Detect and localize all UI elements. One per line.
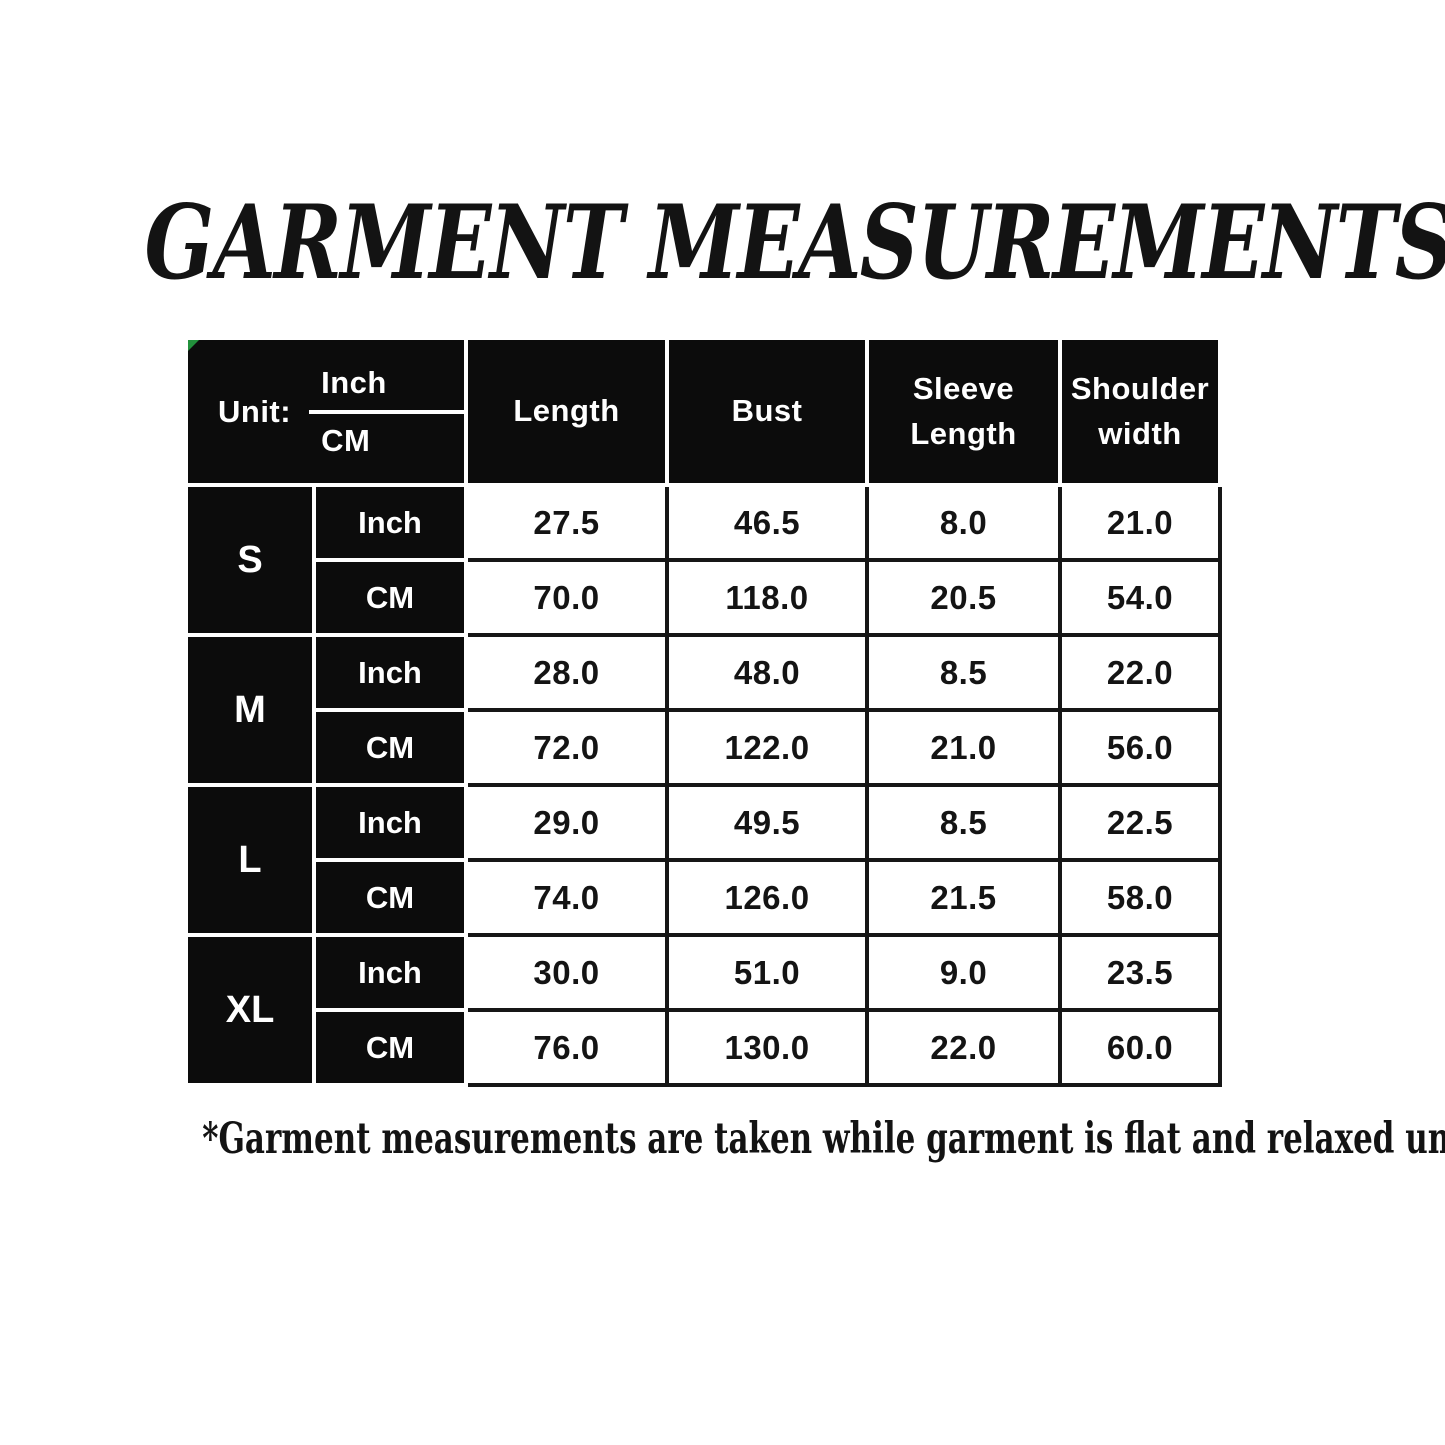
unit-cell: Inch [311,933,469,1012]
value-cell: 30.0 [464,933,670,1012]
value-cell: 51.0 [665,933,870,1012]
value-cell: 54.0 [1058,558,1223,637]
table-row: CM 70.0 118.0 20.5 54.0 [186,558,1223,637]
value-cell: 58.0 [1058,858,1223,937]
value-cell: 70.0 [464,558,670,637]
value-cell: 74.0 [464,858,670,937]
value-cell: 21.0 [865,708,1063,787]
measurements-table: Unit: Inch CM Length Bust Sleeve Length … [183,336,1223,1087]
unit-fraction-cm: CM [321,422,371,458]
value-cell: 21.0 [1058,483,1223,562]
table-row: CM 74.0 126.0 21.5 58.0 [186,858,1223,937]
value-cell: 22.0 [1058,633,1223,712]
table-row: XL Inch 30.0 51.0 9.0 23.5 [184,933,1223,1087]
unit-cell: CM [311,558,469,637]
value-cell: 122.0 [665,708,870,787]
value-cell: 20.5 [865,558,1063,637]
value-cell: 21.5 [865,858,1063,937]
value-cell: 22.0 [865,1008,1063,1087]
green-corner-marker-icon [190,342,199,351]
value-cell: 9.0 [865,933,1063,1012]
value-cell: 76.0 [464,1008,670,1087]
value-cell: 22.5 [1058,783,1223,862]
unit-cell: CM [311,1008,469,1087]
value-cell: 49.5 [665,783,870,862]
unit-label: Unit: [218,393,292,429]
value-cell: 130.0 [665,1008,870,1087]
value-cell: 118.0 [665,558,870,637]
value-cell: 46.5 [665,483,870,562]
unit-cell: Inch [311,483,469,562]
column-header-length: Length [464,336,670,487]
column-header-shoulder-width: Shoulder width [1058,336,1223,487]
column-header-bust: Bust [665,336,870,487]
table-row: CM 76.0 130.0 22.0 60.0 [186,1008,1223,1087]
unit-cell: CM [311,708,469,787]
value-cell: 27.5 [464,483,670,562]
unit-cell: Inch [311,783,469,862]
column-header-sleeve-length: Sleeve Length [865,336,1063,487]
value-cell: 8.5 [865,783,1063,862]
header-row: Unit: Inch CM Length Bust Sleeve Length … [183,336,1223,487]
table-row: M Inch 28.0 48.0 8.5 22.0 [184,633,1223,787]
value-cell: 56.0 [1058,708,1223,787]
size-cell-s: S [184,483,316,637]
table-row: CM 72.0 122.0 21.0 56.0 [186,708,1223,787]
table-row: S Inch 27.5 46.5 8.0 21.0 [184,483,1223,637]
value-cell: 48.0 [665,633,870,712]
value-cell: 29.0 [464,783,670,862]
value-cell: 8.0 [865,483,1063,562]
value-cell: 28.0 [464,633,670,712]
footnote: *Garment measurements are taken while ga… [202,1114,1445,1164]
size-cell-m: M [184,633,316,787]
value-cell: 126.0 [665,858,870,937]
value-cell: 8.5 [865,633,1063,712]
size-cell-xl: XL [184,933,316,1087]
size-cell-l: L [184,783,316,937]
unit-fraction: Inch CM [309,365,463,459]
unit-header-cell: Unit: Inch CM [183,336,469,487]
value-cell: 23.5 [1058,933,1223,1012]
value-cell: 60.0 [1058,1008,1223,1087]
unit-cell: CM [311,858,469,937]
unit-cell: Inch [311,633,469,712]
chart-title: GARMENT MEASUREMENTS [144,183,1445,303]
table-row: L Inch 29.0 49.5 8.5 22.5 [184,783,1223,937]
unit-fraction-inch: Inch [309,365,463,414]
value-cell: 72.0 [464,708,670,787]
